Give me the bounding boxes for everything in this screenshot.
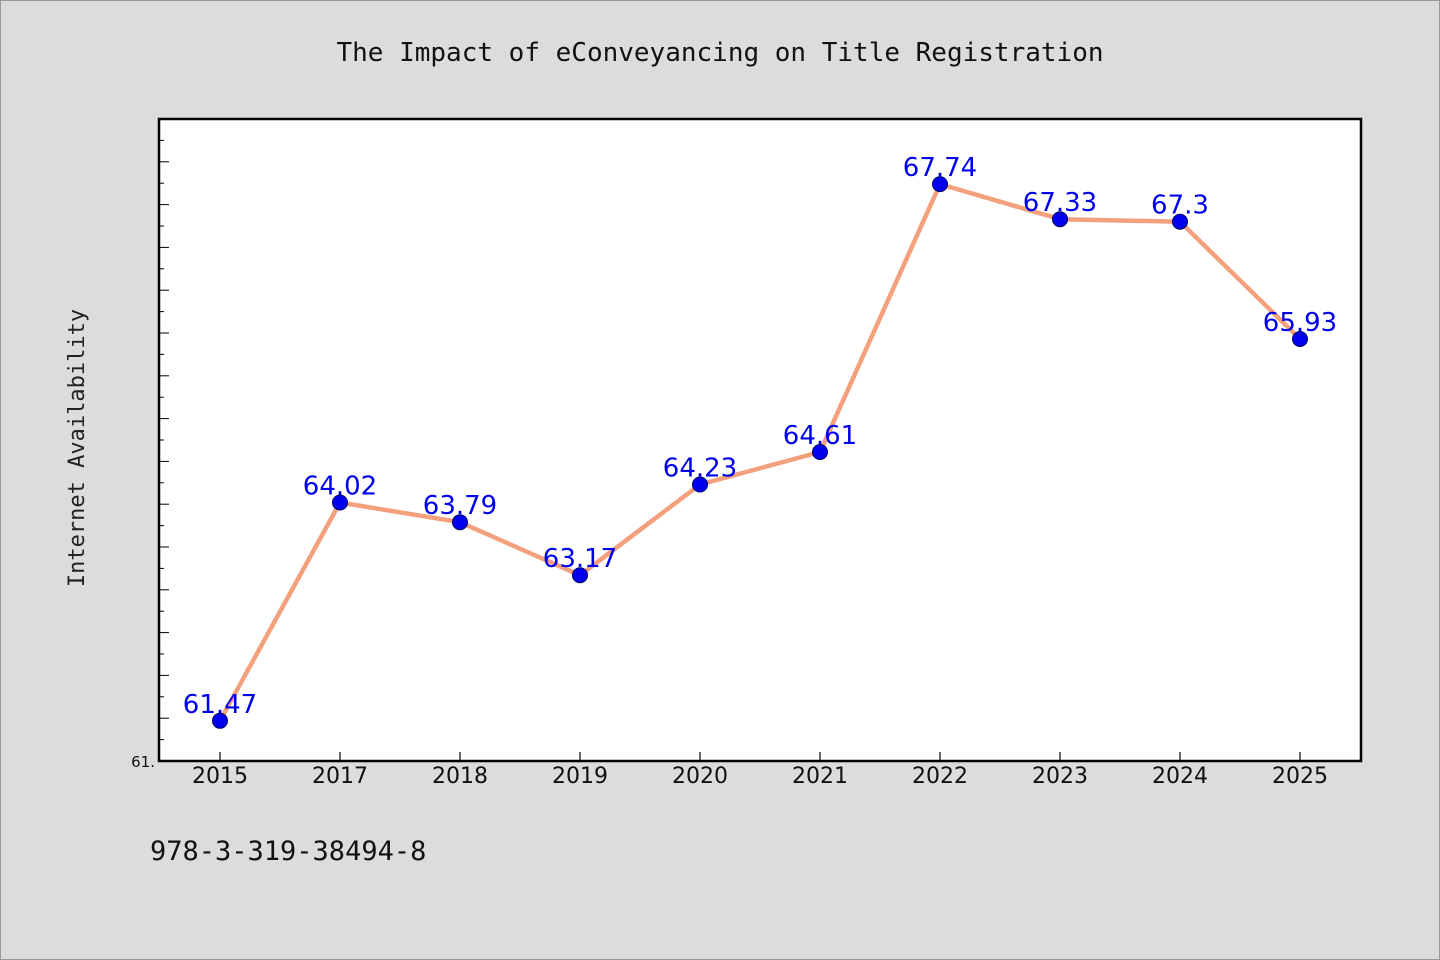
isbn-footer: 978-3-319-38494-8 <box>150 836 427 867</box>
data-label-2015: 61.47 <box>183 690 257 720</box>
data-label-2024: 67.3 <box>1151 191 1209 221</box>
data-label-2017: 64.02 <box>303 472 377 502</box>
data-label-2025: 65.93 <box>1263 308 1337 338</box>
data-label-2019: 63.17 <box>543 544 617 574</box>
y-axis-label: Internet Availability <box>65 309 90 587</box>
data-point-2024 <box>1172 213 1188 230</box>
data-label-2020: 64.23 <box>663 454 737 484</box>
x-tick-label: 2022 <box>912 764 968 789</box>
y-tick-label: 61. <box>131 753 155 771</box>
data-point-2023 <box>1052 211 1068 228</box>
x-tick-label: 2019 <box>552 764 608 789</box>
x-tick-label: 2023 <box>1032 764 1088 789</box>
data-point-2021 <box>812 444 828 460</box>
data-label-2022: 67.74 <box>903 153 977 183</box>
series-layer <box>212 176 1308 729</box>
data-point-2025 <box>1292 331 1308 347</box>
chart-title: The Impact of eConveyancing on Title Reg… <box>336 38 1103 68</box>
data-point-2018 <box>452 514 468 531</box>
x-tick-label: 2025 <box>1272 764 1328 789</box>
series-line <box>217 181 1303 724</box>
x-tick-label: 2021 <box>792 764 848 789</box>
x-tick-label: 2015 <box>192 764 248 789</box>
x-tick-label: 2018 <box>432 764 488 789</box>
data-point-2020 <box>692 476 708 493</box>
data-point-2015 <box>212 712 228 729</box>
data-point-2022 <box>932 176 948 193</box>
x-axis-ticks: 2015 2017 2018 2019 2020 2021 2022 2023 2024 2025 <box>192 752 1328 789</box>
data-label-2023: 67.33 <box>1023 188 1097 218</box>
data-point-2017 <box>332 494 348 511</box>
x-tick-label: 2020 <box>672 764 728 789</box>
plot-area <box>157 117 1363 763</box>
data-label-2021: 64.61 <box>783 421 857 451</box>
x-tick-label: 2024 <box>1152 764 1208 789</box>
y-axis-ticks: 61. <box>131 118 169 771</box>
data-label-2018: 63.79 <box>423 491 497 521</box>
data-labels-layer: 61.47 64.02 63.79 63.17 64.23 64.61 67.74 67.33… <box>183 153 1337 720</box>
data-point-2019 <box>572 567 588 584</box>
x-tick-label: 2017 <box>312 764 368 789</box>
